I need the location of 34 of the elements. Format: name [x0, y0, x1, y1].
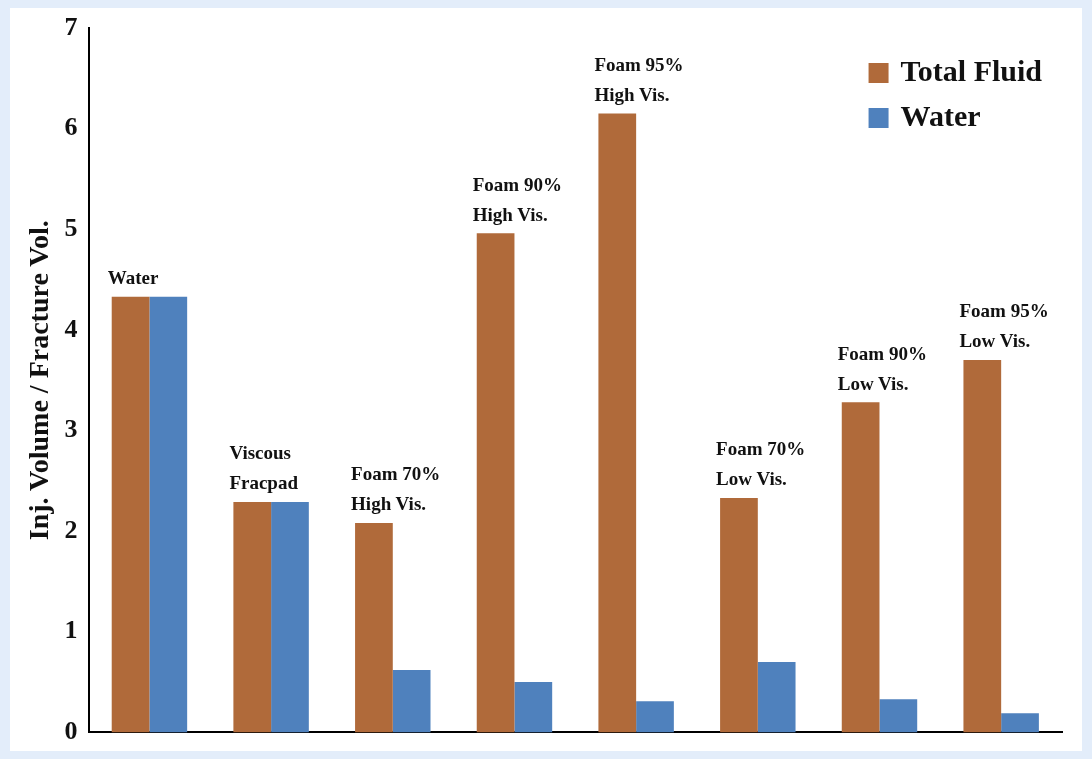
y-tick-label: 2	[64, 514, 78, 544]
x-tick-label: Foam 90% High Vis.	[472, 173, 562, 225]
y-axis-title: Inj. Volume / Fracture Vol.	[23, 220, 55, 541]
bar	[476, 233, 515, 733]
bar	[1001, 713, 1039, 733]
legend-label: Total Fluid	[900, 53, 1043, 87]
x-tick-label: Viscous Fracpad	[229, 442, 299, 494]
bar	[149, 296, 188, 733]
bar	[879, 699, 918, 733]
x-tick-label: Foam 90% Low Vis.	[837, 342, 927, 394]
legend-label: Water	[900, 98, 981, 132]
bar	[355, 523, 393, 733]
bar	[963, 360, 1002, 733]
x-tick-label: Foam 95% Low Vis.	[959, 300, 1049, 352]
bar	[111, 296, 150, 733]
bar	[636, 701, 674, 733]
bar	[392, 670, 431, 733]
x-tick-label: Foam 95% High Vis.	[594, 53, 684, 105]
bar	[271, 501, 309, 733]
y-tick-label: 7	[64, 11, 78, 41]
y-tick-label: 0	[64, 716, 78, 746]
bar	[514, 682, 553, 733]
y-tick-label: 5	[64, 212, 78, 242]
bar	[720, 497, 758, 733]
x-tick-label: Foam 70% Low Vis.	[716, 438, 806, 490]
bar	[598, 113, 637, 733]
bar	[841, 402, 880, 733]
x-tick-label: Foam 70% High Vis.	[351, 463, 441, 515]
bar	[757, 661, 796, 733]
bar	[233, 501, 272, 733]
y-tick-label: 1	[64, 615, 78, 645]
y-tick-label: 3	[64, 414, 78, 444]
y-tick-label: 6	[64, 112, 78, 142]
y-tick-label: 4	[64, 313, 78, 343]
